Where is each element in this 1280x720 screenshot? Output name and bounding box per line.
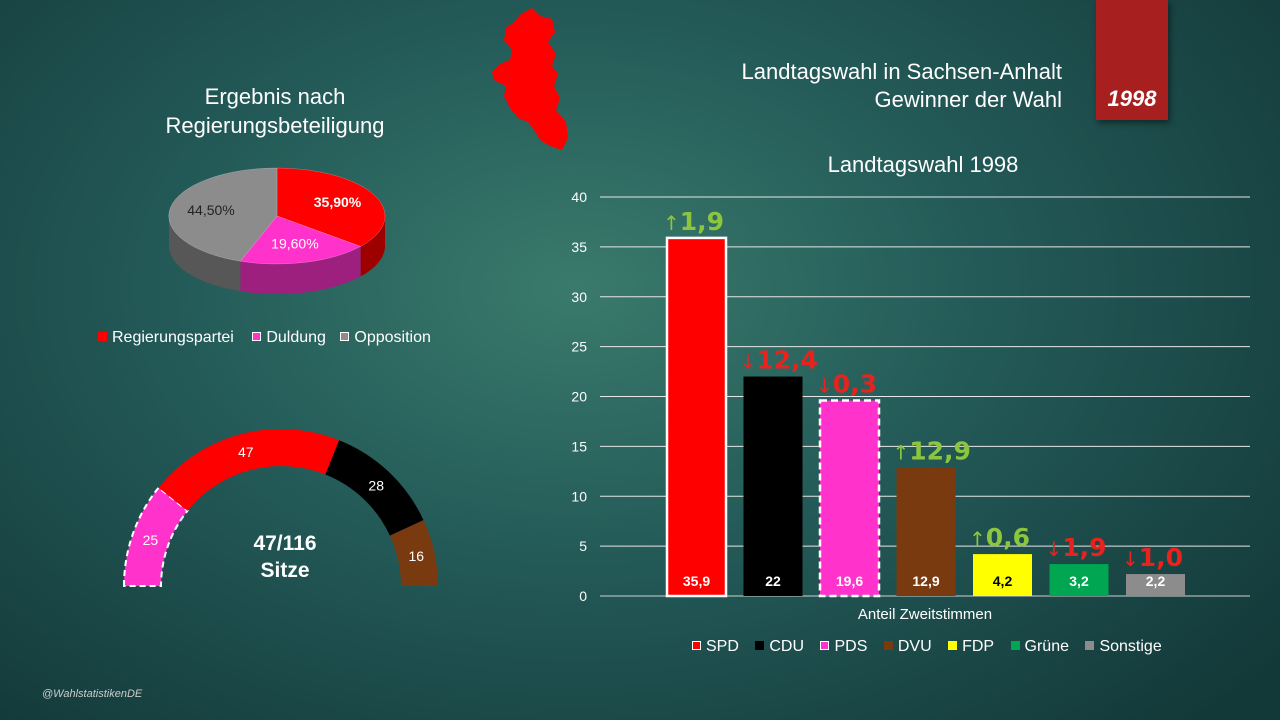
change-label: ↓1,9 bbox=[1046, 533, 1107, 562]
pie-data-label: 44,50% bbox=[187, 202, 234, 218]
legend-item-gruene: Grüne bbox=[1010, 638, 1069, 655]
bar-spd bbox=[665, 236, 728, 598]
bar-legend: SPD CDU PDS DVU FDP Grüne Sonstige bbox=[692, 638, 1162, 656]
legend-label: Opposition bbox=[354, 329, 431, 346]
legend-item-pds: PDS bbox=[820, 638, 867, 655]
pie-slice bbox=[168, 167, 278, 262]
pie-title-line-1: Ergebnis nach bbox=[204, 84, 346, 109]
pie-slice-side bbox=[240, 246, 361, 294]
seat-value-label: 47 bbox=[238, 444, 254, 460]
change-label: ↑1,9 bbox=[663, 207, 724, 236]
seat-summary: 47/116 Sitze bbox=[220, 530, 350, 584]
seat-value-label: 16 bbox=[409, 548, 425, 564]
legend-swatch bbox=[340, 332, 350, 342]
legend-label: FDP bbox=[962, 638, 995, 655]
legend-item-sonstige: Sonstige bbox=[1085, 638, 1162, 655]
title-line-1: Landtagswahl in Sachsen-Anhalt bbox=[741, 59, 1062, 84]
change-label: ↑12,9 bbox=[893, 436, 971, 465]
legend-label: DVU bbox=[897, 638, 932, 655]
legend-item-regierungspartei: Regierungspartei bbox=[98, 329, 234, 346]
legend-swatch bbox=[883, 641, 893, 651]
y-tick-label: 25 bbox=[571, 339, 587, 355]
main-title: Landtagswahl in Sachsen-Anhalt Gewinner … bbox=[560, 58, 1062, 114]
bar-gruene bbox=[1049, 564, 1109, 596]
y-tick-label: 15 bbox=[571, 438, 587, 454]
seat-arc-segment bbox=[122, 486, 189, 587]
y-tick-label: 5 bbox=[579, 538, 587, 554]
credit: @WahlstatistikenDE bbox=[42, 688, 143, 700]
change-label: ↑0,6 bbox=[969, 523, 1030, 552]
legend-swatch bbox=[252, 332, 262, 342]
legend-item-dvu: DVU bbox=[883, 638, 932, 655]
legend-item-duldung: Duldung bbox=[252, 329, 326, 346]
legend-swatch bbox=[948, 641, 958, 651]
pie-data-label: 19,60% bbox=[271, 236, 318, 252]
pie-slice bbox=[239, 215, 362, 265]
bar-cdu bbox=[743, 376, 803, 596]
legend-label: Regierungspartei bbox=[112, 329, 234, 346]
bar-value-label: 35,9 bbox=[683, 573, 710, 589]
bar-fdp bbox=[973, 554, 1032, 596]
seat-arc-segment bbox=[389, 520, 438, 586]
legend-item-spd: SPD bbox=[692, 638, 739, 655]
seat-label: Sitze bbox=[260, 559, 310, 582]
legend-label: PDS bbox=[834, 638, 868, 655]
seat-value-label: 28 bbox=[368, 477, 384, 493]
legend-item-cdu: CDU bbox=[755, 638, 804, 655]
pie-legend: Regierungspartei Duldung Opposition bbox=[98, 329, 431, 347]
change-label: ↓1,0 bbox=[1122, 543, 1183, 572]
legend-item-fdp: FDP bbox=[948, 638, 994, 655]
y-tick-label: 10 bbox=[571, 488, 587, 504]
legend-swatch bbox=[820, 641, 830, 651]
legend-label: Duldung bbox=[266, 329, 326, 346]
bar-value-label: 22 bbox=[765, 573, 781, 589]
bar-value-label: 3,2 bbox=[1069, 573, 1089, 589]
pie-slice-side bbox=[360, 216, 385, 277]
y-tick-label: 40 bbox=[571, 189, 587, 205]
bar-value-label: 12,9 bbox=[912, 573, 939, 589]
seat-count: 47/116 bbox=[253, 532, 317, 555]
pie-slice-side bbox=[169, 216, 241, 292]
legend-label: Grüne bbox=[1024, 638, 1069, 655]
legend-label: SPD bbox=[706, 638, 739, 655]
bar-dvu bbox=[896, 467, 956, 596]
pie-title-line-2: Regierungsbeteiligung bbox=[165, 113, 385, 138]
bar-sonstige bbox=[1126, 574, 1185, 596]
legend-swatch bbox=[1010, 641, 1020, 651]
seat-arc-segment bbox=[158, 429, 340, 511]
x-axis-label: Anteil Zweitstimmen bbox=[857, 606, 993, 623]
pie-slice bbox=[276, 167, 386, 247]
change-label: ↓12,4 bbox=[740, 346, 818, 375]
title-line-2: Gewinner der Wahl bbox=[874, 87, 1062, 112]
y-tick-label: 0 bbox=[579, 588, 587, 604]
seat-value-label: 25 bbox=[143, 532, 159, 548]
pie-title: Ergebnis nach Regierungsbeteiligung bbox=[100, 82, 450, 140]
year-banner: 1998 bbox=[1096, 0, 1168, 120]
legend-swatch bbox=[98, 332, 107, 342]
year-label: 1998 bbox=[1107, 86, 1157, 111]
pie-data-label: 35,90% bbox=[314, 194, 362, 210]
bar-chart-title: Landtagswahl 1998 bbox=[827, 152, 1019, 177]
y-tick-label: 35 bbox=[571, 239, 587, 255]
legend-label: Sonstige bbox=[1099, 638, 1162, 655]
legend-swatch bbox=[1085, 641, 1095, 651]
legend-label: CDU bbox=[769, 638, 805, 655]
bar-value-label: 2,2 bbox=[1146, 573, 1166, 589]
legend-item-opposition: Opposition bbox=[340, 329, 431, 346]
legend-swatch bbox=[692, 641, 701, 651]
legend-swatch bbox=[755, 641, 765, 651]
y-tick-label: 20 bbox=[571, 389, 587, 405]
bar-value-label: 4,2 bbox=[993, 573, 1013, 589]
y-tick-label: 30 bbox=[571, 289, 587, 305]
change-label: ↓0,3 bbox=[816, 369, 877, 398]
bar-value-label: 19,6 bbox=[836, 573, 863, 589]
bar-pds bbox=[818, 399, 881, 598]
seat-arc-segment bbox=[325, 440, 424, 536]
